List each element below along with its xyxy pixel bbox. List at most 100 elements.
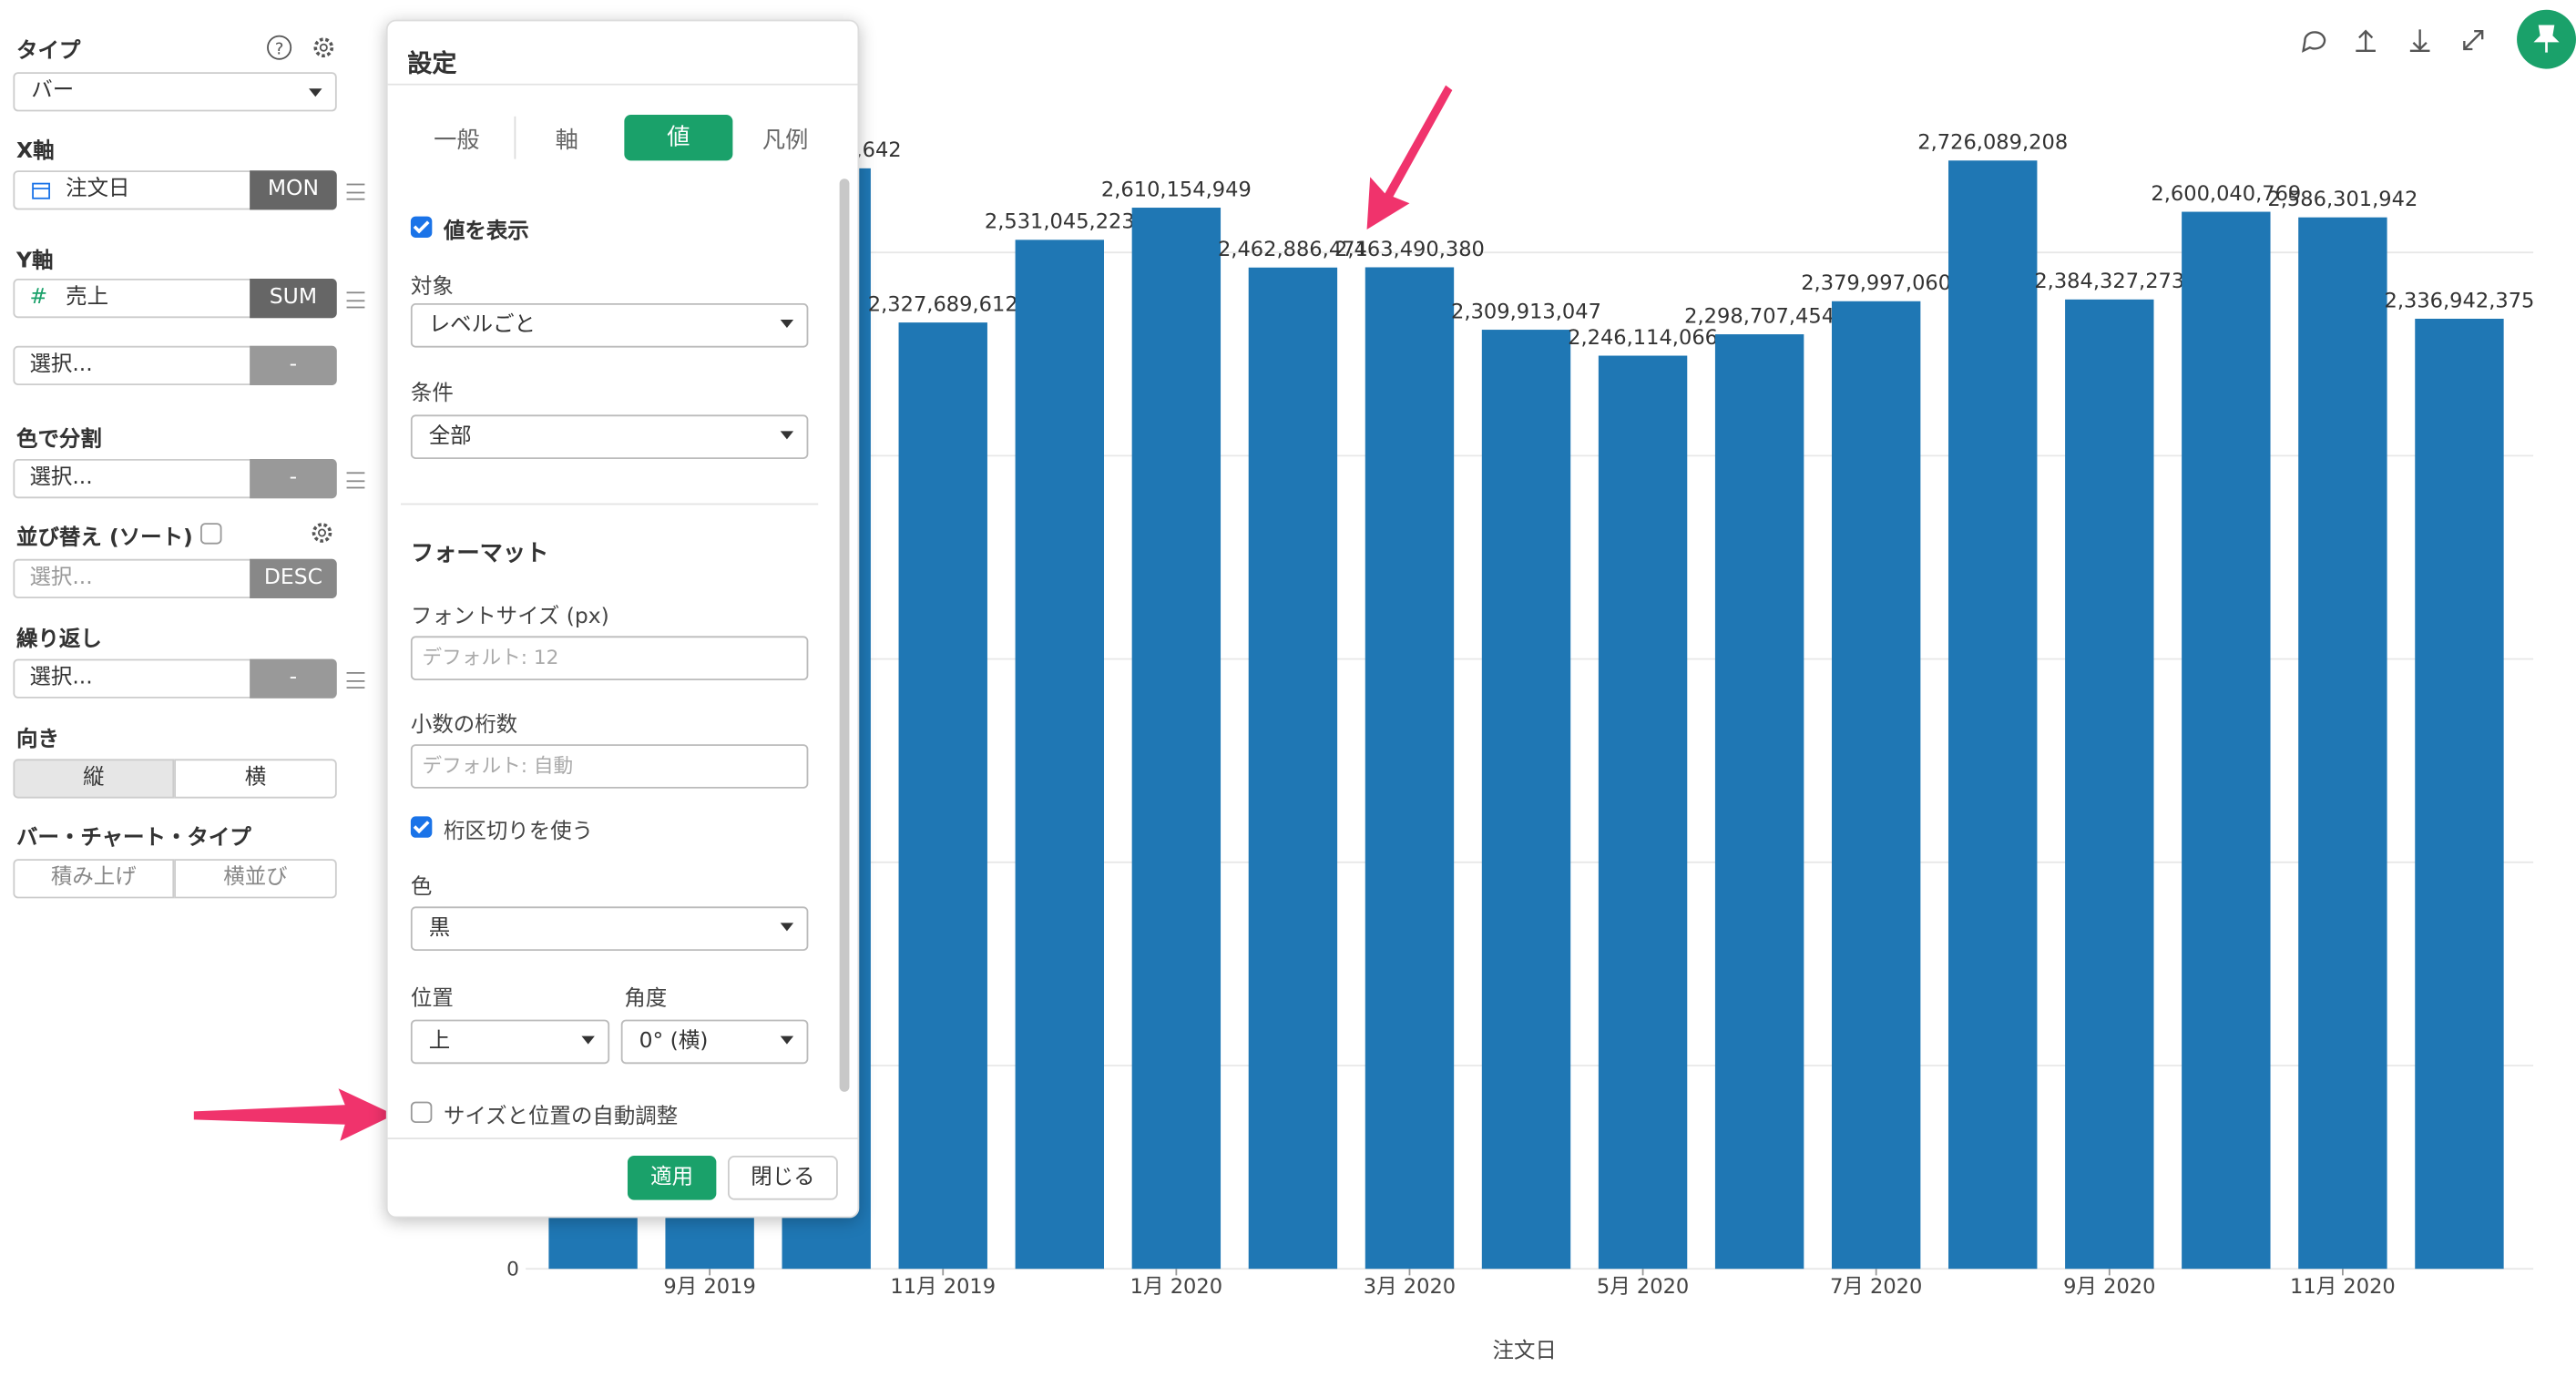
y-field[interactable]: # 売上 SUM	[13, 279, 337, 319]
value: レベルごと	[428, 312, 536, 338]
label: 値を表示	[443, 219, 529, 245]
x-tick-label: 5月 2020	[1597, 1275, 1689, 1299]
apply-button[interactable]: 適用	[627, 1156, 717, 1200]
toggle-horizontal[interactable]: 横	[174, 759, 337, 799]
label: 位置	[410, 986, 454, 1012]
checkbox[interactable]	[410, 216, 433, 238]
menu-icon[interactable]	[346, 183, 365, 200]
settings-dialog: 設定 一般 軸 値 凡例 値を表示 対象 レベルごと 条件 全部 フォーマット …	[385, 19, 860, 1219]
value-label: 2,531,045,223	[985, 210, 1135, 234]
upload-icon[interactable]	[2356, 29, 2376, 52]
value: 売上	[66, 285, 109, 311]
menu-icon[interactable]	[346, 472, 365, 489]
sort-order[interactable]: DESC	[250, 558, 337, 598]
toggle-stacked[interactable]: 積み上げ	[13, 859, 175, 899]
scrollbar[interactable]	[839, 178, 850, 1092]
select[interactable]: 黒	[410, 906, 809, 951]
input[interactable]: デフォルト: 自動	[410, 744, 809, 789]
dialog-title: 設定	[407, 49, 457, 79]
value-label: 2,610,154,949	[1101, 178, 1252, 201]
label: 角度	[624, 986, 668, 1012]
value-label: 2,463,490,380	[1334, 238, 1485, 261]
label: バー・チャート・タイプ	[16, 826, 251, 852]
value-label: 2,600,040,769	[2151, 182, 2301, 206]
aggregation[interactable]: SUM	[250, 279, 337, 319]
tab-active[interactable]: 値	[624, 115, 733, 161]
icons: ?	[267, 35, 334, 60]
bar	[1598, 355, 1688, 1270]
select[interactable]: 上	[410, 1019, 610, 1065]
divider	[387, 1137, 858, 1139]
label: 繰り返し	[16, 627, 102, 653]
label: 小数の桁数	[410, 713, 518, 738]
value-label: 2,336,942,375	[2384, 289, 2534, 312]
checkbox[interactable]	[410, 816, 433, 838]
value-label: 2,327,689,612	[868, 293, 1018, 317]
select[interactable]: 選択... -	[13, 459, 337, 499]
download-icon[interactable]	[2409, 29, 2430, 52]
x-tick-label: 7月 2020	[1830, 1275, 1922, 1299]
select[interactable]: 選択... DESC	[13, 558, 337, 598]
tab[interactable]: 凡例	[762, 128, 809, 155]
label: 条件	[410, 382, 454, 407]
value-label: 2,462,886,471	[1218, 238, 1368, 261]
divider	[401, 503, 819, 505]
label: タイプ	[16, 39, 81, 65]
value: 0° (横)	[639, 1029, 709, 1055]
select[interactable]: レベルごと	[410, 303, 809, 348]
label: 色で分割	[16, 427, 102, 453]
bar	[1365, 267, 1455, 1270]
label: サイズと位置の自動調整	[443, 1105, 679, 1130]
dash: -	[250, 459, 337, 499]
x-field[interactable]: 注文日 MON	[13, 170, 337, 210]
label: X軸	[16, 139, 55, 164]
x-tick-label: 11月 2019	[890, 1275, 996, 1299]
select[interactable]: 全部	[410, 414, 809, 459]
checkbox[interactable]	[410, 1101, 433, 1123]
value-label: 2,246,114,066	[1568, 326, 1718, 350]
value-label: 2,726,089,208	[1917, 131, 2068, 155]
gear-icon[interactable]	[309, 520, 335, 546]
bar	[2415, 318, 2504, 1270]
bar	[2065, 299, 2154, 1270]
bar	[1831, 301, 1921, 1270]
close-button[interactable]: 閉じる	[727, 1156, 838, 1200]
x-tick-label: 9月 2019	[663, 1275, 755, 1299]
select[interactable]: 選択... -	[13, 658, 337, 699]
tab[interactable]: 一般	[434, 128, 480, 155]
menu-icon[interactable]	[346, 672, 365, 688]
value-label: 2,384,327,273	[2034, 270, 2184, 293]
value-label: 2,586,301,942	[2267, 188, 2418, 211]
bar	[1248, 267, 1338, 1270]
type-select[interactable]: バー	[13, 72, 337, 112]
value-label: 2,298,707,454	[1684, 304, 1835, 328]
placeholder: 選択...	[29, 352, 93, 377]
value: 全部	[428, 424, 472, 450]
select[interactable]: 0° (横)	[620, 1019, 809, 1065]
input[interactable]: デフォルト: 12	[410, 636, 809, 680]
bar	[2182, 211, 2271, 1270]
aggregation[interactable]: MON	[250, 170, 337, 210]
tab[interactable]: 軸	[555, 128, 578, 155]
toggle-side[interactable]: 横並び	[174, 859, 337, 899]
expand-icon[interactable]	[2463, 30, 2484, 51]
label: Y軸	[16, 249, 54, 274]
comment-icon[interactable]	[2302, 31, 2326, 53]
value: 黒	[428, 916, 451, 942]
number-icon: #	[29, 285, 48, 311]
x-tick-label: 1月 2020	[1130, 1275, 1222, 1299]
bar	[898, 322, 987, 1270]
bar	[2298, 217, 2387, 1270]
value: バー	[31, 78, 75, 104]
select[interactable]: 選択... -	[13, 345, 337, 385]
toggle-vertical[interactable]: 縦	[13, 759, 175, 799]
value-label: 2,309,913,047	[1451, 300, 1601, 323]
menu-icon[interactable]	[346, 291, 365, 309]
label: 対象	[410, 275, 454, 301]
pin-icon	[2533, 25, 2560, 53]
bar	[1481, 330, 1571, 1270]
tab-divider	[514, 116, 516, 159]
checkbox[interactable]	[200, 523, 222, 545]
x-tick-label: 9月 2020	[2063, 1275, 2155, 1299]
